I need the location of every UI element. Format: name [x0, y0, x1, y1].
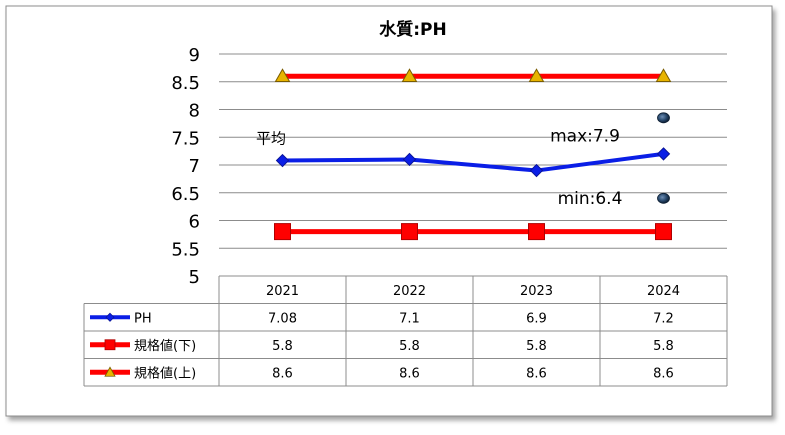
data-point [529, 163, 544, 178]
y-tick-label: 7 [189, 156, 200, 177]
category-label: 2022 [393, 284, 426, 299]
data-point [274, 223, 291, 241]
data-point [655, 223, 672, 241]
data-point [528, 223, 545, 241]
table-value: 8.6 [272, 366, 293, 381]
table-value: 7.1 [399, 311, 420, 326]
y-tick-label: 5 [189, 267, 200, 288]
data-point [401, 223, 418, 241]
min-label: min:6.4 [558, 189, 623, 209]
table-value: 8.6 [653, 366, 674, 381]
chart-frame [5, 5, 773, 417]
table-value: 5.8 [526, 339, 547, 354]
data-point [655, 68, 672, 82]
legend-label: PH [134, 311, 152, 326]
table-value: 5.8 [272, 339, 293, 354]
legend-marker [104, 366, 116, 377]
average-label: 平均 [256, 129, 286, 147]
y-tick-label: 8.5 [171, 73, 200, 94]
legend-label: 規格値(下) [134, 338, 196, 354]
chart-title: 水質:PH [379, 19, 447, 40]
data-point [275, 153, 290, 168]
data-point [402, 152, 417, 167]
data-point [656, 147, 671, 161]
data-point [528, 68, 545, 82]
category-label: 2024 [647, 284, 680, 299]
legend-marker [104, 339, 116, 351]
table-value: 5.8 [653, 339, 674, 354]
y-tick-label: 7.5 [171, 128, 200, 149]
table-value: 5.8 [399, 339, 420, 354]
table-value: 7.2 [653, 311, 674, 326]
category-label: 2023 [520, 284, 553, 299]
table-value: 8.6 [526, 366, 547, 381]
table-value: 6.9 [526, 311, 547, 326]
y-tick-label: 8 [189, 101, 200, 122]
y-tick-label: 6 [189, 212, 200, 233]
extreme-point [657, 112, 670, 124]
max-label: max:7.9 [550, 126, 620, 146]
extreme-point [657, 192, 670, 204]
series-line [282, 151, 664, 173]
y-tick-label: 9 [189, 45, 200, 66]
legend-label: 規格値(上) [134, 365, 196, 381]
table-value: 7.08 [268, 311, 297, 326]
data-point [401, 68, 418, 82]
table-value: 8.6 [399, 366, 420, 381]
category-label: 2021 [266, 284, 299, 299]
data-point [274, 68, 291, 82]
legend-marker [105, 312, 115, 322]
y-tick-label: 5.5 [171, 239, 200, 260]
y-tick-label: 6.5 [171, 184, 200, 205]
